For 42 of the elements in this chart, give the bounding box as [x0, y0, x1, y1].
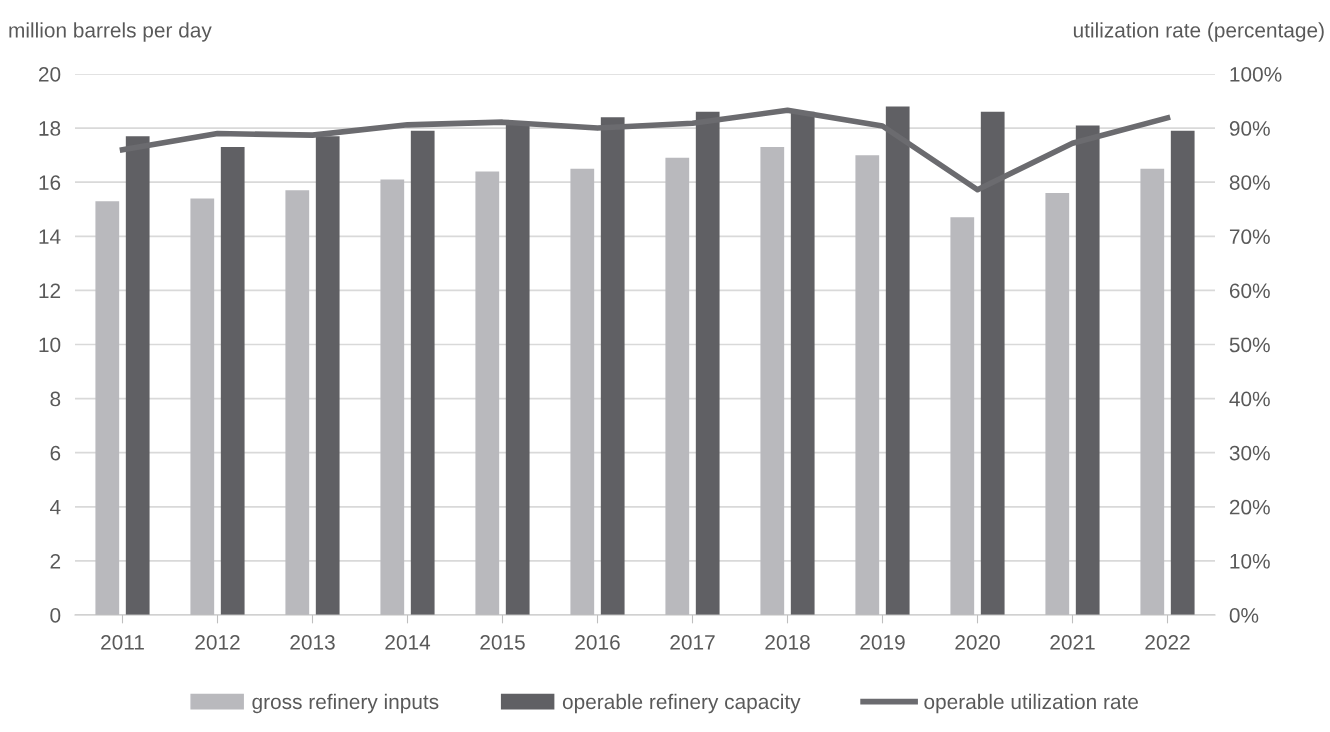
- y2-tick-label: 10%: [1230, 553, 1270, 569]
- x-tick-label: 2017: [670, 634, 715, 650]
- y-tick-label: 12: [39, 283, 61, 298]
- y-tick-label: 14: [39, 229, 61, 244]
- y2-tick-label: 30%: [1229, 445, 1270, 461]
- x-tick-label: 2020: [955, 634, 1000, 650]
- x-tick-label: 2015: [480, 634, 525, 650]
- x-tick-label: 2012: [195, 634, 240, 650]
- y2-axis-title: utilization rate (percentage): [1073, 22, 1324, 42]
- y2-tick-label: 60%: [1229, 283, 1270, 299]
- y-tick-label: 20: [38, 67, 61, 82]
- bar: [220, 147, 245, 615]
- y-tick-label: 4: [50, 500, 61, 515]
- y2-tick-label: 80%: [1229, 175, 1270, 190]
- x-tick-label: 2018: [765, 634, 810, 650]
- bar: [410, 130, 435, 615]
- y2-tick-label: 90%: [1229, 121, 1270, 136]
- y-tick-label: 0: [50, 608, 61, 623]
- y2-tick-label: 0%: [1229, 608, 1259, 623]
- y-tick-label: 8: [50, 391, 61, 407]
- y2-tick-label: 70%: [1229, 229, 1270, 245]
- y2-tick-label: 100%: [1230, 67, 1282, 82]
- x-tick-label: 2019: [860, 634, 905, 650]
- bar: [1170, 130, 1195, 615]
- y-tick-label: 10: [39, 337, 61, 353]
- x-tick-label: 2022: [1145, 634, 1190, 650]
- x-tick-label: 2013: [290, 634, 335, 650]
- x-tick-label: 2014: [385, 634, 431, 650]
- x-tick-label: 2021: [1050, 634, 1095, 650]
- x-tick-label: 2011: [101, 634, 144, 650]
- x-tick-label: 2016: [575, 634, 620, 650]
- y-tick-label: 2: [50, 553, 61, 569]
- legend-label: gross refinery inputs: [252, 693, 439, 714]
- legend-label: operable utilization rate: [924, 693, 1138, 714]
- legend-label: operable refinery capacity: [562, 693, 801, 714]
- y-tick-label: 16: [39, 175, 61, 190]
- y2-tick-label: 20%: [1229, 499, 1270, 515]
- y-tick-label: 6: [50, 445, 61, 461]
- y2-tick-label: 50%: [1229, 337, 1270, 353]
- y-axis-title: million barrels per day: [9, 22, 212, 42]
- y-tick-label: 18: [39, 121, 61, 136]
- y2-tick-label: 40%: [1229, 391, 1270, 407]
